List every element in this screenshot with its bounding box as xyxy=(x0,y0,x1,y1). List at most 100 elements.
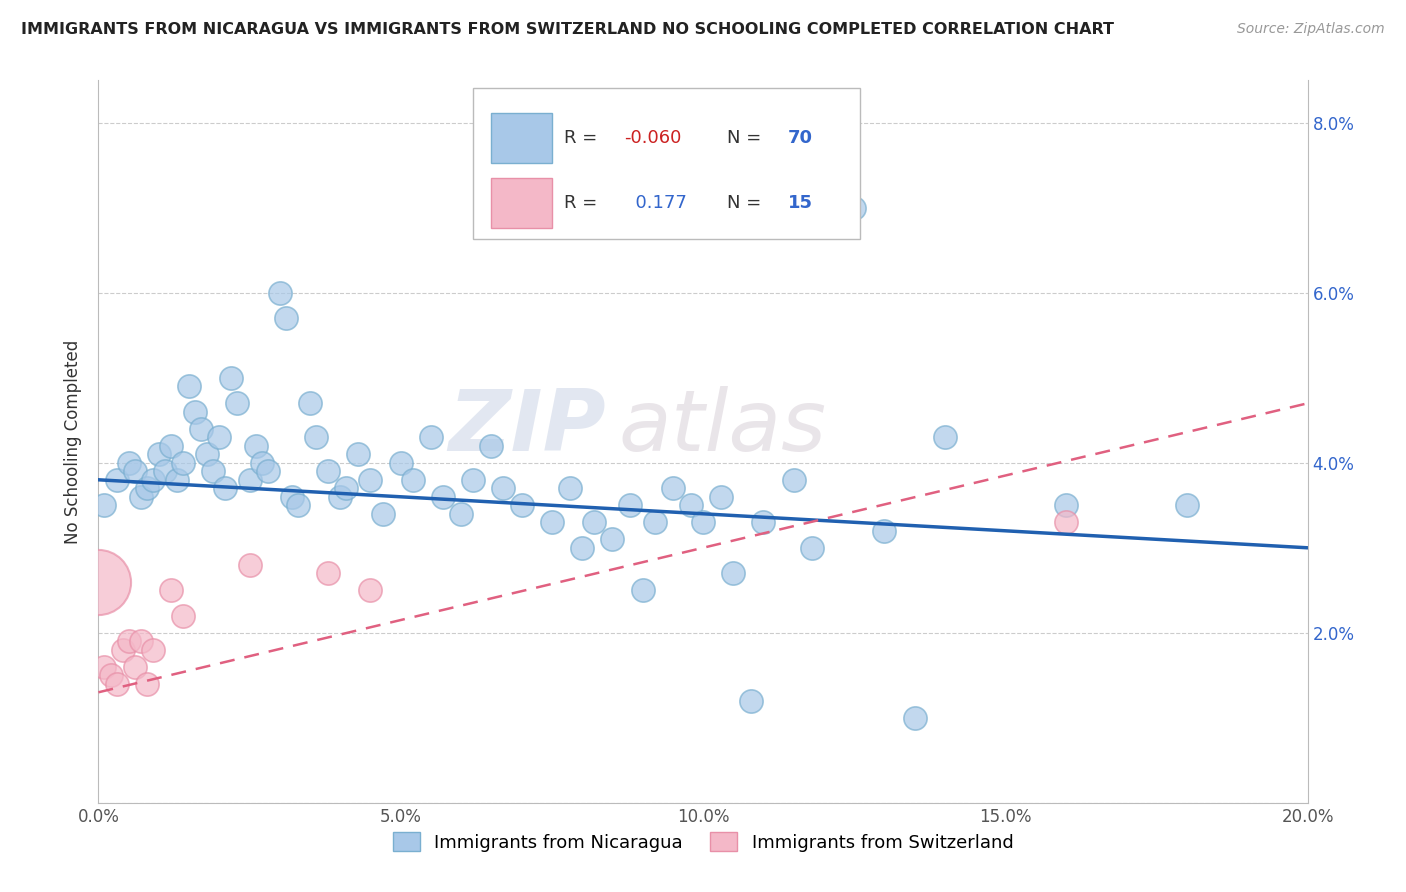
FancyBboxPatch shape xyxy=(492,112,551,163)
Point xyxy=(450,507,472,521)
Text: -0.060: -0.060 xyxy=(624,129,682,147)
Point xyxy=(124,660,146,674)
Point xyxy=(179,379,201,393)
Point xyxy=(360,583,382,598)
Text: N =: N = xyxy=(727,194,768,212)
Point xyxy=(631,583,654,598)
Point xyxy=(214,481,236,495)
Point xyxy=(316,464,339,478)
Point xyxy=(190,422,212,436)
Point xyxy=(1175,498,1198,512)
Point xyxy=(1054,516,1077,530)
Point xyxy=(153,464,176,478)
Text: ZIP: ZIP xyxy=(449,385,606,468)
Point xyxy=(619,498,641,512)
Point xyxy=(208,430,231,444)
Point xyxy=(723,566,745,581)
Point xyxy=(305,430,328,444)
Point xyxy=(679,498,702,512)
Point xyxy=(558,481,581,495)
Point xyxy=(583,516,606,530)
Text: 0.177: 0.177 xyxy=(624,194,688,212)
Point xyxy=(274,311,297,326)
Point xyxy=(142,473,165,487)
Point xyxy=(93,498,115,512)
Point xyxy=(93,660,115,674)
Point xyxy=(135,481,157,495)
Point xyxy=(540,516,562,530)
Point xyxy=(510,498,533,512)
Point xyxy=(256,464,278,478)
Point xyxy=(1054,498,1077,512)
Point xyxy=(160,439,183,453)
Text: Source: ZipAtlas.com: Source: ZipAtlas.com xyxy=(1237,22,1385,37)
Point xyxy=(100,668,122,682)
Point xyxy=(692,516,714,530)
Point xyxy=(287,498,309,512)
Point xyxy=(118,634,141,648)
Point xyxy=(250,456,273,470)
Point xyxy=(335,481,357,495)
Point xyxy=(105,677,128,691)
Point xyxy=(172,608,194,623)
Point xyxy=(752,516,775,530)
Point xyxy=(644,516,666,530)
Text: 70: 70 xyxy=(787,129,813,147)
FancyBboxPatch shape xyxy=(474,87,860,239)
Point xyxy=(129,490,152,504)
Point xyxy=(329,490,352,504)
Point xyxy=(481,439,503,453)
Point xyxy=(245,439,267,453)
Text: 15: 15 xyxy=(787,194,813,212)
Point xyxy=(873,524,896,538)
Point xyxy=(239,473,262,487)
Point xyxy=(661,481,683,495)
Point xyxy=(904,711,927,725)
Point xyxy=(783,473,806,487)
Point xyxy=(371,507,394,521)
Point xyxy=(492,481,515,495)
Point xyxy=(184,405,207,419)
Point xyxy=(166,473,188,487)
Point xyxy=(420,430,443,444)
Point xyxy=(740,694,762,708)
Text: IMMIGRANTS FROM NICARAGUA VS IMMIGRANTS FROM SWITZERLAND NO SCHOOLING COMPLETED : IMMIGRANTS FROM NICARAGUA VS IMMIGRANTS … xyxy=(21,22,1114,37)
Point xyxy=(239,558,262,572)
Point xyxy=(402,473,425,487)
Point xyxy=(571,541,593,555)
Point xyxy=(105,473,128,487)
Point xyxy=(299,396,322,410)
Point xyxy=(813,150,835,164)
Point xyxy=(202,464,225,478)
Point xyxy=(602,533,624,547)
Point xyxy=(87,574,110,589)
Point xyxy=(172,456,194,470)
Point xyxy=(160,583,183,598)
FancyBboxPatch shape xyxy=(492,178,551,228)
Point xyxy=(221,371,243,385)
Point xyxy=(135,677,157,691)
Point xyxy=(111,642,134,657)
Y-axis label: No Schooling Completed: No Schooling Completed xyxy=(65,340,83,543)
Point xyxy=(281,490,304,504)
Point xyxy=(148,447,170,461)
Point xyxy=(934,430,956,444)
Text: R =: R = xyxy=(564,129,603,147)
Text: R =: R = xyxy=(564,194,603,212)
Point xyxy=(118,456,141,470)
Text: atlas: atlas xyxy=(619,385,827,468)
Point xyxy=(124,464,146,478)
Point xyxy=(463,473,485,487)
Point xyxy=(389,456,412,470)
Text: N =: N = xyxy=(727,129,768,147)
Point xyxy=(142,642,165,657)
Point xyxy=(269,285,291,300)
Point xyxy=(347,447,370,461)
Point xyxy=(800,541,823,555)
Point xyxy=(226,396,249,410)
Point xyxy=(710,490,733,504)
Point xyxy=(432,490,454,504)
Point xyxy=(844,201,866,215)
Point xyxy=(195,447,218,461)
Point xyxy=(360,473,382,487)
